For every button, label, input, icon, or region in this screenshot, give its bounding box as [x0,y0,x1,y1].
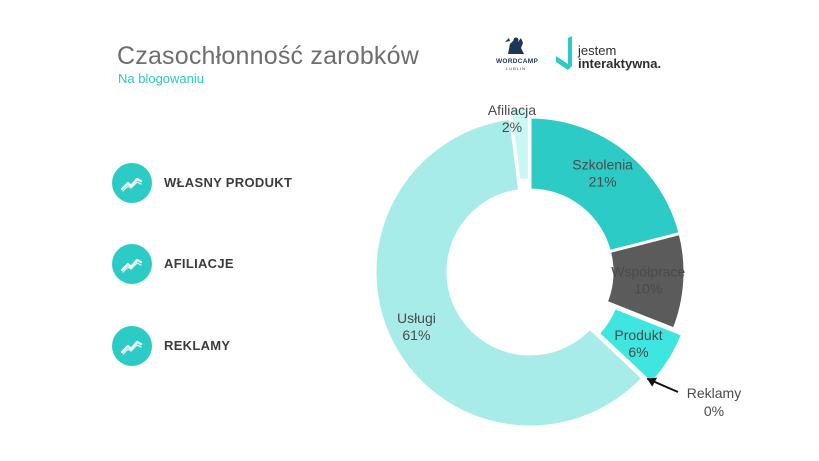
slice-label-wspolprace: Współprace [611,263,685,279]
slice-szkolenia [528,115,682,254]
trending-up-icon [112,163,152,203]
jestem-interaktywna-logo-icon [556,36,572,70]
slice-value-afiliacja: 2% [502,119,522,135]
slice-uslugi [373,116,646,429]
legend-label: REKLAMY [164,338,231,353]
slice-label-produkt: Produkt [614,327,662,343]
logos: WORDCAMP LUBLIN jestem interaktywna. [496,34,686,80]
wordcamp-text: WORDCAMP [496,58,539,65]
slice-label-afiliacja: Afiliacja [488,102,536,118]
slice-afiliacja [508,105,531,183]
slice-value-szkolenia: 21% [589,173,617,189]
slice-value-uslugi: 61% [402,327,430,343]
annotation-arrowhead [647,377,658,387]
legend-label: WŁASNY PRODUKT [164,175,293,190]
slice-wspolprace [604,231,687,332]
wordcamp-logo [505,37,524,54]
jestem-line1: jestem [578,43,617,58]
wordcamp-sub: LUBLIN [505,66,526,71]
slice-value-reklamy: 0% [704,403,724,419]
slice-value-wspolprace: 10% [634,280,662,296]
jestem-line2: interaktywna. [578,56,662,71]
trending-up-icon [112,244,152,284]
slice-label-szkolenia: Szkolenia [572,156,633,172]
jestem-interaktywna-text: jestem interaktywna. [578,44,661,70]
trending-up-icon [112,326,152,366]
chart-subtitle: Na blogowaniu [118,71,205,86]
chart-title: Czasochłonność zarobków [117,42,419,70]
slice-produkt [596,305,685,386]
slice-value-produkt: 6% [628,344,648,360]
slice-label-uslugi: Usługi [397,310,436,326]
slice-label-reklamy: Reklamy [687,385,741,401]
legend-label: AFILIACJE [164,256,234,271]
